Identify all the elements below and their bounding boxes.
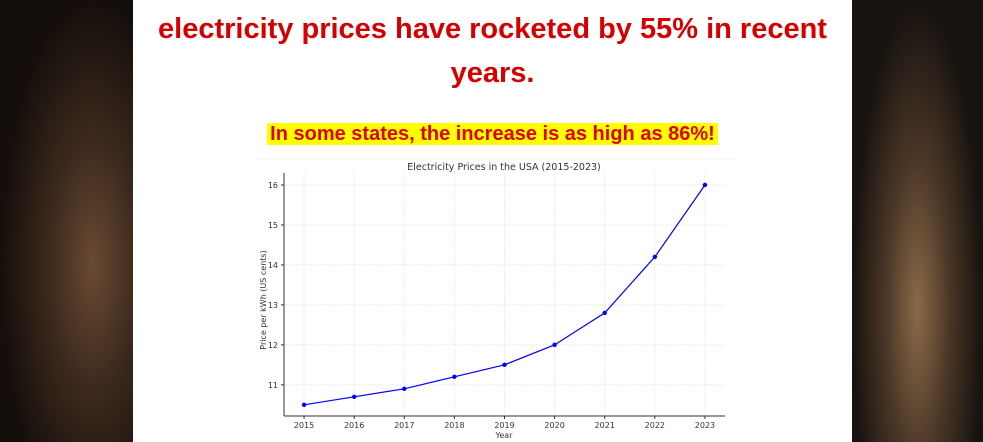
data-point bbox=[552, 342, 557, 348]
x-tick-label: 2017 bbox=[394, 421, 414, 430]
x-tick-label: 2020 bbox=[544, 421, 564, 430]
background-photo-right bbox=[852, 0, 983, 442]
y-tick-label: 11 bbox=[268, 381, 278, 390]
content-panel: electricity prices have rocketed by 55% … bbox=[133, 0, 852, 442]
data-point bbox=[502, 362, 507, 368]
data-point bbox=[402, 386, 407, 392]
x-tick-label: 2016 bbox=[344, 421, 364, 430]
x-tick-label: 2022 bbox=[645, 421, 665, 430]
x-tick-label: 2021 bbox=[595, 421, 615, 430]
y-axis-label: Price per kWh (US cents) bbox=[259, 250, 268, 349]
data-point bbox=[351, 394, 357, 400]
x-tick-label: 2019 bbox=[494, 421, 514, 430]
x-tick-label: 2015 bbox=[294, 421, 314, 430]
y-tick-label: 13 bbox=[268, 301, 278, 310]
x-tick-label: 2023 bbox=[695, 421, 715, 430]
headline: electricity prices have rocketed by 55% … bbox=[158, 13, 827, 89]
y-tick-label: 12 bbox=[268, 341, 278, 350]
chart-title: Electricity Prices in the USA (2015-2023… bbox=[407, 162, 601, 173]
data-point bbox=[301, 402, 307, 408]
x-axis-label: Year bbox=[495, 431, 514, 440]
y-tick-label: 15 bbox=[268, 221, 278, 230]
x-tick-label: 2018 bbox=[444, 421, 464, 430]
data-point bbox=[452, 374, 457, 380]
data-point bbox=[702, 182, 708, 188]
y-tick-label: 14 bbox=[268, 261, 278, 270]
data-point bbox=[652, 254, 658, 260]
data-point bbox=[602, 310, 607, 316]
subheadline: In some states, the increase is as high … bbox=[133, 121, 852, 147]
background-photo-left bbox=[0, 0, 133, 442]
y-tick-label: 16 bbox=[268, 181, 278, 190]
subheadline-text: In some states, the increase is as high … bbox=[267, 123, 718, 145]
